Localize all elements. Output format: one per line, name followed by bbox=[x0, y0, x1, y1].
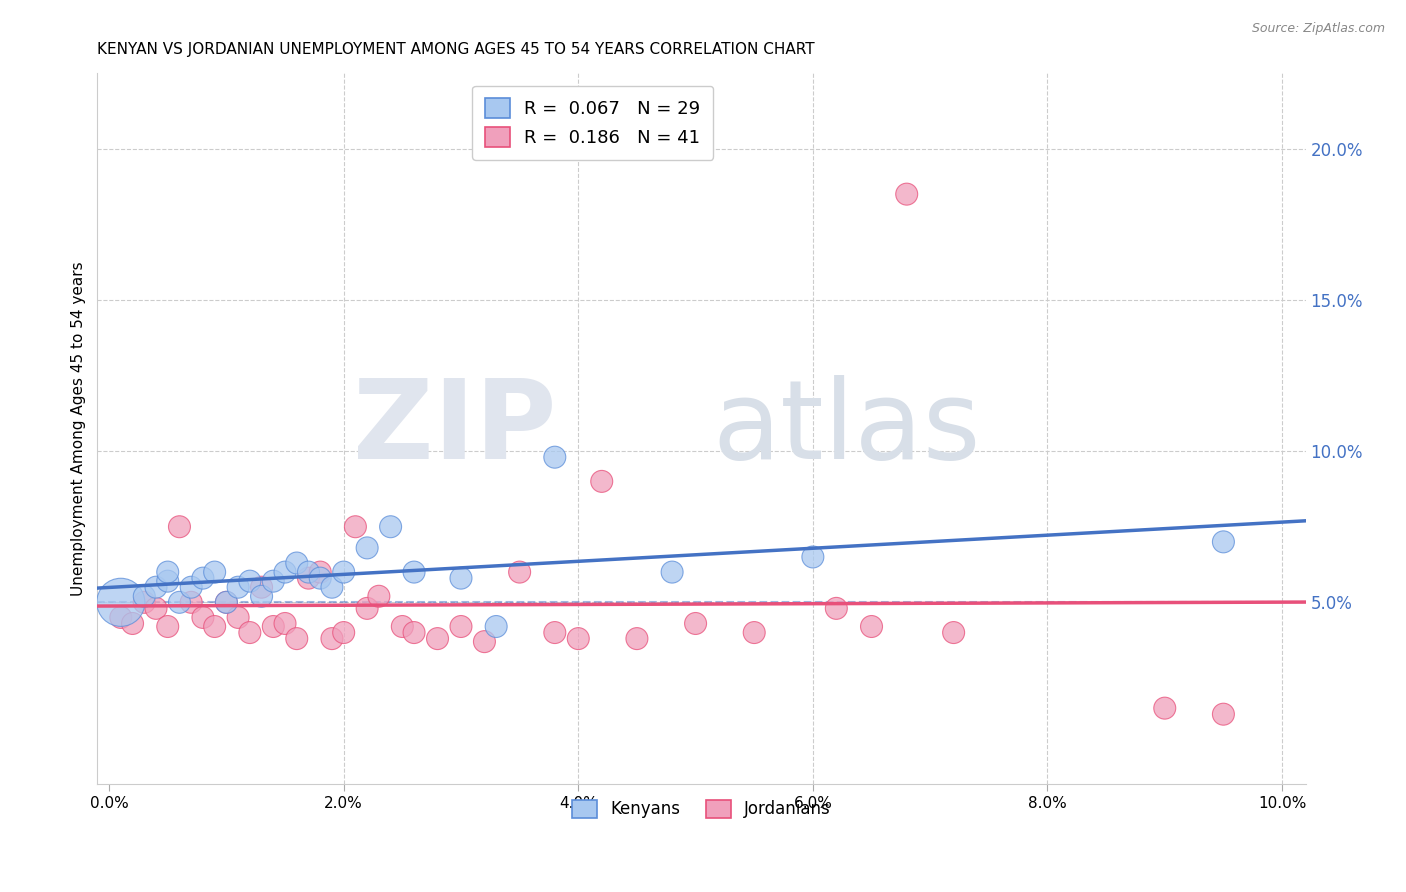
Text: atlas: atlas bbox=[713, 375, 980, 482]
Point bbox=[156, 574, 179, 589]
Point bbox=[226, 580, 249, 594]
Point bbox=[215, 595, 238, 609]
Point bbox=[250, 580, 273, 594]
Point bbox=[262, 619, 284, 633]
Point bbox=[110, 610, 132, 624]
Point bbox=[226, 610, 249, 624]
Point bbox=[942, 625, 965, 640]
Point bbox=[685, 616, 707, 631]
Point bbox=[134, 595, 156, 609]
Point bbox=[274, 616, 297, 631]
Point bbox=[356, 601, 378, 615]
Point bbox=[801, 549, 824, 564]
Text: Source: ZipAtlas.com: Source: ZipAtlas.com bbox=[1251, 22, 1385, 36]
Point bbox=[169, 520, 191, 534]
Point bbox=[321, 580, 343, 594]
Point bbox=[344, 520, 367, 534]
Point bbox=[544, 450, 567, 465]
Point bbox=[661, 565, 683, 579]
Point bbox=[156, 619, 179, 633]
Point bbox=[391, 619, 413, 633]
Point bbox=[485, 619, 508, 633]
Point bbox=[450, 619, 472, 633]
Point bbox=[626, 632, 648, 646]
Point bbox=[145, 601, 167, 615]
Point bbox=[191, 610, 214, 624]
Point bbox=[156, 565, 179, 579]
Point bbox=[204, 565, 226, 579]
Point bbox=[544, 625, 567, 640]
Text: KENYAN VS JORDANIAN UNEMPLOYMENT AMONG AGES 45 TO 54 YEARS CORRELATION CHART: KENYAN VS JORDANIAN UNEMPLOYMENT AMONG A… bbox=[97, 42, 815, 57]
Point bbox=[180, 595, 202, 609]
Text: ZIP: ZIP bbox=[353, 375, 557, 482]
Point bbox=[1153, 701, 1175, 715]
Point bbox=[367, 589, 389, 603]
Point bbox=[860, 619, 883, 633]
Point bbox=[474, 634, 496, 648]
Point bbox=[274, 565, 297, 579]
Point bbox=[145, 580, 167, 594]
Point bbox=[1212, 707, 1234, 722]
Point bbox=[825, 601, 848, 615]
Point bbox=[239, 625, 262, 640]
Point bbox=[204, 619, 226, 633]
Y-axis label: Unemployment Among Ages 45 to 54 years: Unemployment Among Ages 45 to 54 years bbox=[72, 261, 86, 596]
Point bbox=[402, 625, 425, 640]
Point bbox=[110, 595, 132, 609]
Point bbox=[285, 632, 308, 646]
Point bbox=[567, 632, 589, 646]
Legend: Kenyans, Jordanians: Kenyans, Jordanians bbox=[565, 793, 838, 825]
Point bbox=[509, 565, 531, 579]
Point bbox=[402, 565, 425, 579]
Point bbox=[191, 571, 214, 585]
Point bbox=[1212, 534, 1234, 549]
Point bbox=[591, 475, 613, 489]
Point bbox=[180, 580, 202, 594]
Point bbox=[297, 571, 319, 585]
Point bbox=[215, 595, 238, 609]
Point bbox=[309, 571, 332, 585]
Point bbox=[332, 565, 354, 579]
Point bbox=[742, 625, 765, 640]
Point bbox=[896, 187, 918, 202]
Point bbox=[239, 574, 262, 589]
Point bbox=[309, 565, 332, 579]
Point bbox=[285, 556, 308, 570]
Point bbox=[450, 571, 472, 585]
Point bbox=[297, 565, 319, 579]
Point bbox=[356, 541, 378, 555]
Point bbox=[262, 574, 284, 589]
Point bbox=[169, 595, 191, 609]
Point bbox=[426, 632, 449, 646]
Point bbox=[121, 616, 143, 631]
Point bbox=[134, 589, 156, 603]
Point bbox=[332, 625, 354, 640]
Point bbox=[250, 589, 273, 603]
Point bbox=[321, 632, 343, 646]
Point bbox=[380, 520, 402, 534]
